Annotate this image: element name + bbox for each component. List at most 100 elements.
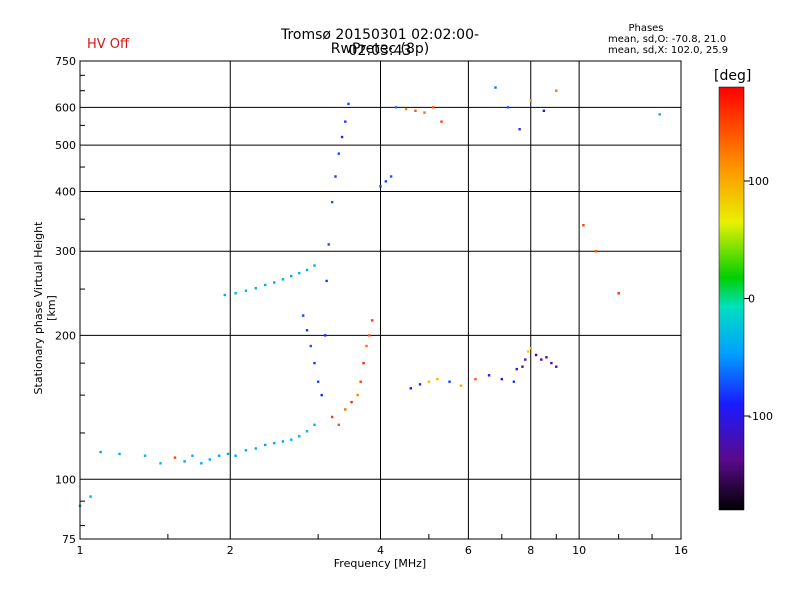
x-tick-label: 2 bbox=[227, 544, 234, 557]
data-point bbox=[550, 361, 553, 365]
data-point bbox=[330, 415, 334, 419]
data-point bbox=[534, 353, 538, 357]
data-point bbox=[555, 89, 558, 92]
data-point bbox=[89, 495, 92, 498]
data-point bbox=[298, 271, 301, 275]
data-point bbox=[290, 274, 293, 278]
data-point bbox=[99, 450, 102, 454]
data-point bbox=[459, 384, 463, 387]
data-point bbox=[264, 443, 267, 447]
data-point bbox=[440, 120, 443, 123]
data-point bbox=[529, 347, 532, 350]
data-point bbox=[431, 106, 435, 109]
phases-o-stats: mean, sd,O: -70.8, 21.0 bbox=[608, 34, 727, 45]
x-tick-label: 8 bbox=[527, 544, 534, 557]
x-tick-label: 16 bbox=[674, 544, 688, 557]
data-point bbox=[281, 440, 285, 443]
y-tick-label: 300 bbox=[55, 245, 76, 258]
y-tick-label: 100 bbox=[55, 473, 76, 486]
data-point bbox=[347, 102, 350, 106]
data-point bbox=[540, 358, 543, 361]
data-point bbox=[518, 127, 521, 131]
data-point bbox=[356, 393, 359, 397]
data-point bbox=[313, 264, 316, 267]
data-point bbox=[143, 454, 147, 457]
data-point bbox=[526, 350, 530, 353]
data-point bbox=[506, 106, 510, 109]
data-point bbox=[436, 377, 439, 381]
y-tick-label: 200 bbox=[55, 329, 76, 342]
colorbar-label: [deg] bbox=[714, 68, 752, 84]
data-point bbox=[404, 107, 408, 111]
colorbar-tick-label: 100 bbox=[748, 175, 769, 188]
data-point bbox=[379, 185, 382, 188]
data-point bbox=[234, 454, 237, 457]
chart-title: Tromsø 20150301 02:02:00-02:03:43 bbox=[280, 27, 480, 59]
data-point bbox=[414, 109, 417, 113]
data-point bbox=[325, 279, 328, 283]
y-tick-label: 400 bbox=[55, 185, 76, 198]
data-point bbox=[337, 152, 341, 155]
data-point bbox=[305, 430, 309, 433]
data-point bbox=[244, 449, 248, 452]
data-point bbox=[350, 400, 353, 404]
data-point bbox=[582, 224, 585, 227]
data-point bbox=[301, 314, 305, 317]
colorbar-tick-label: 0 bbox=[748, 293, 755, 306]
data-point bbox=[494, 86, 497, 89]
x-axis-label: Frequency [MHz] bbox=[333, 557, 427, 570]
data-point bbox=[521, 365, 524, 368]
y-tick-label: 600 bbox=[55, 101, 76, 114]
data-point bbox=[423, 111, 426, 114]
data-point bbox=[244, 289, 248, 292]
data-point bbox=[340, 135, 344, 139]
data-point bbox=[273, 441, 276, 445]
data-point bbox=[500, 377, 504, 381]
data-point bbox=[474, 377, 477, 381]
colorbar bbox=[718, 86, 745, 511]
data-point bbox=[337, 423, 341, 427]
data-point bbox=[305, 268, 309, 272]
data-point bbox=[409, 387, 412, 390]
phases-title: Phases bbox=[628, 23, 664, 34]
x-tick-label: 1 bbox=[77, 544, 84, 557]
plot-frame bbox=[79, 60, 682, 540]
data-point bbox=[254, 447, 257, 450]
data-point bbox=[389, 175, 393, 178]
data-point bbox=[658, 113, 661, 116]
colorbar-tick-label: -100 bbox=[748, 410, 773, 423]
y-tick-label: 75 bbox=[62, 533, 76, 546]
data-point bbox=[324, 334, 327, 337]
data-point bbox=[208, 458, 212, 461]
data-point bbox=[334, 175, 337, 178]
data-point bbox=[159, 462, 162, 465]
data-point bbox=[371, 319, 374, 322]
chart-subtitle: RwPretec (8p) bbox=[330, 41, 430, 57]
data-point bbox=[226, 452, 230, 456]
data-point bbox=[487, 374, 491, 377]
data-point bbox=[173, 456, 177, 459]
data-point bbox=[234, 292, 237, 295]
data-point bbox=[362, 361, 365, 365]
data-point bbox=[290, 438, 293, 441]
data-point bbox=[327, 243, 330, 246]
data-point bbox=[529, 99, 532, 102]
data-point bbox=[448, 380, 451, 383]
data-point bbox=[344, 120, 347, 123]
data-point bbox=[512, 380, 516, 383]
data-point bbox=[264, 283, 267, 287]
data-point bbox=[313, 423, 316, 427]
data-point bbox=[309, 344, 312, 348]
data-point bbox=[200, 462, 203, 465]
data-point bbox=[330, 200, 334, 204]
phases-x-stats: mean, sd,X: 102.0, 25.9 bbox=[608, 45, 729, 56]
data-point bbox=[542, 109, 546, 113]
data-point bbox=[545, 356, 548, 359]
data-point bbox=[384, 180, 388, 183]
data-point bbox=[555, 365, 558, 368]
data-point bbox=[515, 367, 518, 371]
x-tick-label: 4 bbox=[377, 544, 384, 557]
data-point bbox=[217, 454, 221, 457]
data-point bbox=[344, 408, 347, 411]
data-point bbox=[281, 278, 285, 281]
